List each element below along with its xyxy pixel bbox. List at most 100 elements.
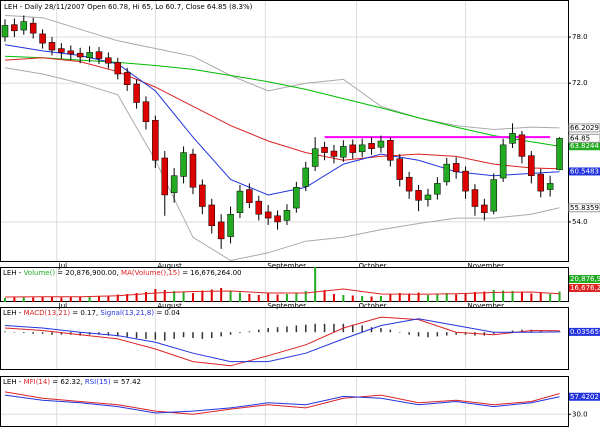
volume-bar (267, 293, 270, 302)
candle-body (152, 119, 159, 161)
panel-label-part: = 20,876,900.00, (55, 269, 121, 277)
indicator-line (4, 318, 560, 363)
macd-histogram-bar (464, 332, 467, 335)
candle-body (67, 50, 75, 55)
macd-histogram-bar (258, 329, 260, 333)
value-box-label: 55.8359 (570, 204, 599, 212)
volume-bar (69, 297, 72, 302)
volume-bar (502, 290, 505, 302)
volume-bar (50, 297, 53, 302)
volume-bar (408, 293, 411, 302)
volume-bar (464, 293, 467, 302)
macd-histogram-bar (276, 327, 279, 333)
volume-bar (389, 294, 392, 302)
macd-histogram-bar (201, 332, 204, 339)
volume-bar (135, 293, 138, 302)
value-box (568, 203, 600, 213)
candle-body (481, 204, 488, 213)
volume-bar (229, 291, 232, 302)
macd-histogram-bar (323, 323, 326, 333)
macd-histogram-bar (4, 331, 6, 333)
volume-bar (210, 289, 213, 302)
y-tick-label: 30.0 (572, 410, 588, 418)
value-box (569, 284, 600, 292)
panel-label-part: = 0.17, (70, 309, 100, 317)
candle-body (20, 21, 28, 31)
panel-frame (0, 307, 569, 370)
volume-bar (295, 293, 298, 302)
value-box (569, 275, 600, 283)
indicator-line (4, 391, 560, 415)
macd-histogram-bar (558, 331, 561, 333)
macd-histogram-bar (352, 324, 354, 333)
macd-histogram-bar (427, 332, 429, 338)
candle-body (189, 153, 197, 188)
volume-bar (257, 295, 260, 302)
panel-label-part: Volume() (24, 269, 56, 277)
volume-bar (549, 294, 552, 302)
candle-body (387, 139, 394, 161)
volume-bar (3, 298, 6, 302)
volume-bar (173, 291, 176, 302)
candle-body (246, 189, 253, 203)
x-tick-label: Jul (58, 262, 68, 270)
candle-body (311, 148, 319, 167)
candle-body (264, 211, 272, 219)
candle-body (283, 210, 291, 221)
volume-bar (314, 267, 317, 302)
volume-bar (304, 291, 307, 302)
panel-label-part: LEH - (3, 309, 24, 317)
candle-body (321, 146, 328, 153)
volume-bar (379, 296, 382, 302)
volume-bar (116, 294, 119, 302)
candle-body (415, 190, 422, 201)
x-tick-label: November (468, 262, 505, 270)
volume-bar (13, 297, 16, 302)
macd-histogram-bar (173, 332, 175, 339)
candle-body (180, 152, 187, 177)
volume-bar (285, 294, 288, 302)
macd-histogram-bar (220, 332, 222, 337)
candle-body (199, 184, 206, 207)
y-tick-label: 72.0 (572, 79, 588, 87)
panel-label-part: MACD(13,21) (24, 309, 71, 317)
volume-bar (370, 296, 373, 302)
candle-body (528, 155, 535, 176)
candle-body (499, 144, 507, 179)
volume-bar (32, 297, 35, 302)
candle-body (546, 183, 554, 190)
candle-body (208, 204, 216, 227)
macd-histogram-bar (417, 332, 420, 337)
macd-histogram-bar (211, 332, 213, 339)
candle-body (471, 189, 479, 207)
volume-bar (60, 297, 63, 302)
macd-histogram-bar (164, 332, 166, 341)
value-box (568, 133, 600, 143)
value-box-label: 64.85 (570, 134, 590, 142)
macd-histogram-bar (539, 330, 542, 333)
volume-bar (351, 295, 354, 302)
value-box (569, 167, 600, 176)
macd-histogram-bar (455, 332, 457, 335)
macd-histogram-bar (117, 332, 119, 337)
volume-bar (361, 296, 364, 302)
macd-histogram-bar (239, 332, 241, 334)
candle-body (293, 187, 300, 209)
macd-histogram-bar (389, 329, 392, 333)
candle-body (227, 213, 234, 237)
value-box-label: 20,876,9 (570, 275, 600, 283)
volume-bar (332, 294, 335, 302)
candle-body (58, 48, 65, 53)
volume-bar (276, 294, 279, 302)
macd-histogram-bar (145, 332, 147, 339)
candle-body (39, 33, 46, 44)
macd-histogram-bar (192, 332, 194, 339)
value-box-label: 60.5483 (570, 167, 599, 175)
macd-histogram-bar (370, 327, 373, 333)
macd-histogram-bar (492, 332, 495, 334)
candle-body (462, 170, 469, 192)
volume-bar (220, 288, 223, 302)
panel-label: LEH - MFI(14) = 62.32, RSI(15) = 57.42 (3, 378, 141, 386)
candle-body (405, 176, 413, 192)
volume-bar (41, 296, 44, 302)
